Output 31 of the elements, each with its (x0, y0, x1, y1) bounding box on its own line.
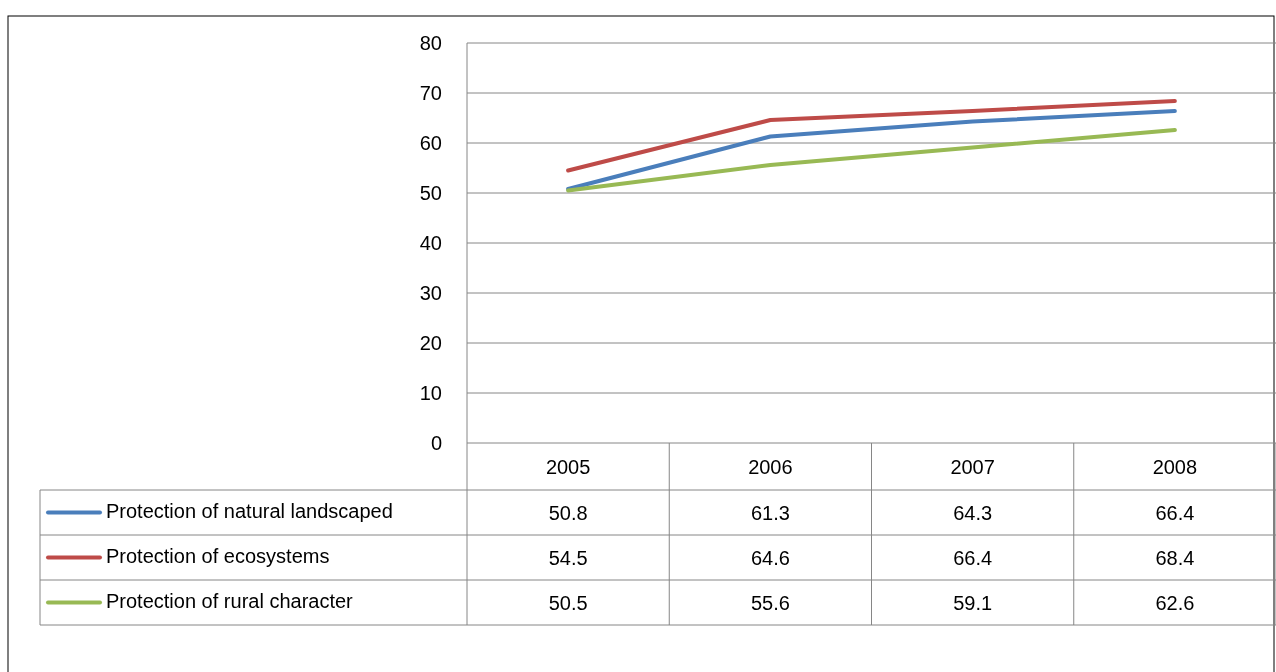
data-label: 55.6 (750, 591, 790, 614)
data-label: 62.6 (1155, 591, 1195, 614)
y-tick-label: 60 (419, 132, 442, 154)
legend-label: Protection of rural character (106, 589, 354, 612)
y-tick-label: 0 (430, 432, 442, 454)
line-series (566, 128, 1177, 193)
y-tick-label: 10 (419, 382, 442, 404)
legend-label: Protection of natural landscaped (106, 499, 393, 522)
y-tick-label: 80 (419, 32, 442, 54)
y-tick-label: 70 (419, 82, 442, 104)
line-series (566, 99, 1177, 173)
data-label: 66.4 (953, 546, 993, 569)
y-tick-label: 30 (419, 282, 442, 304)
data-label: 59.1 (953, 591, 993, 614)
data-label: 54.5 (548, 546, 588, 569)
data-label: 64.3 (953, 501, 993, 524)
line-series (566, 109, 1177, 191)
x-tick-label: 2008 (1152, 455, 1198, 478)
y-tick-label: 50 (419, 182, 442, 204)
data-label: 61.3 (750, 501, 790, 524)
x-tick-label: 2007 (950, 455, 995, 478)
x-tick-label: 2005 (545, 455, 591, 478)
data-label: 68.4 (1155, 546, 1195, 569)
y-tick-label: 20 (419, 332, 442, 354)
data-label: 50.8 (548, 501, 588, 524)
x-tick-label: 2006 (748, 455, 793, 478)
legend-label: Protection of ecosystems (106, 544, 330, 567)
data-label: 64.6 (750, 546, 790, 569)
data-label: 50.5 (548, 591, 588, 614)
y-tick-label: 40 (419, 232, 442, 254)
data-label: 66.4 (1155, 501, 1195, 524)
